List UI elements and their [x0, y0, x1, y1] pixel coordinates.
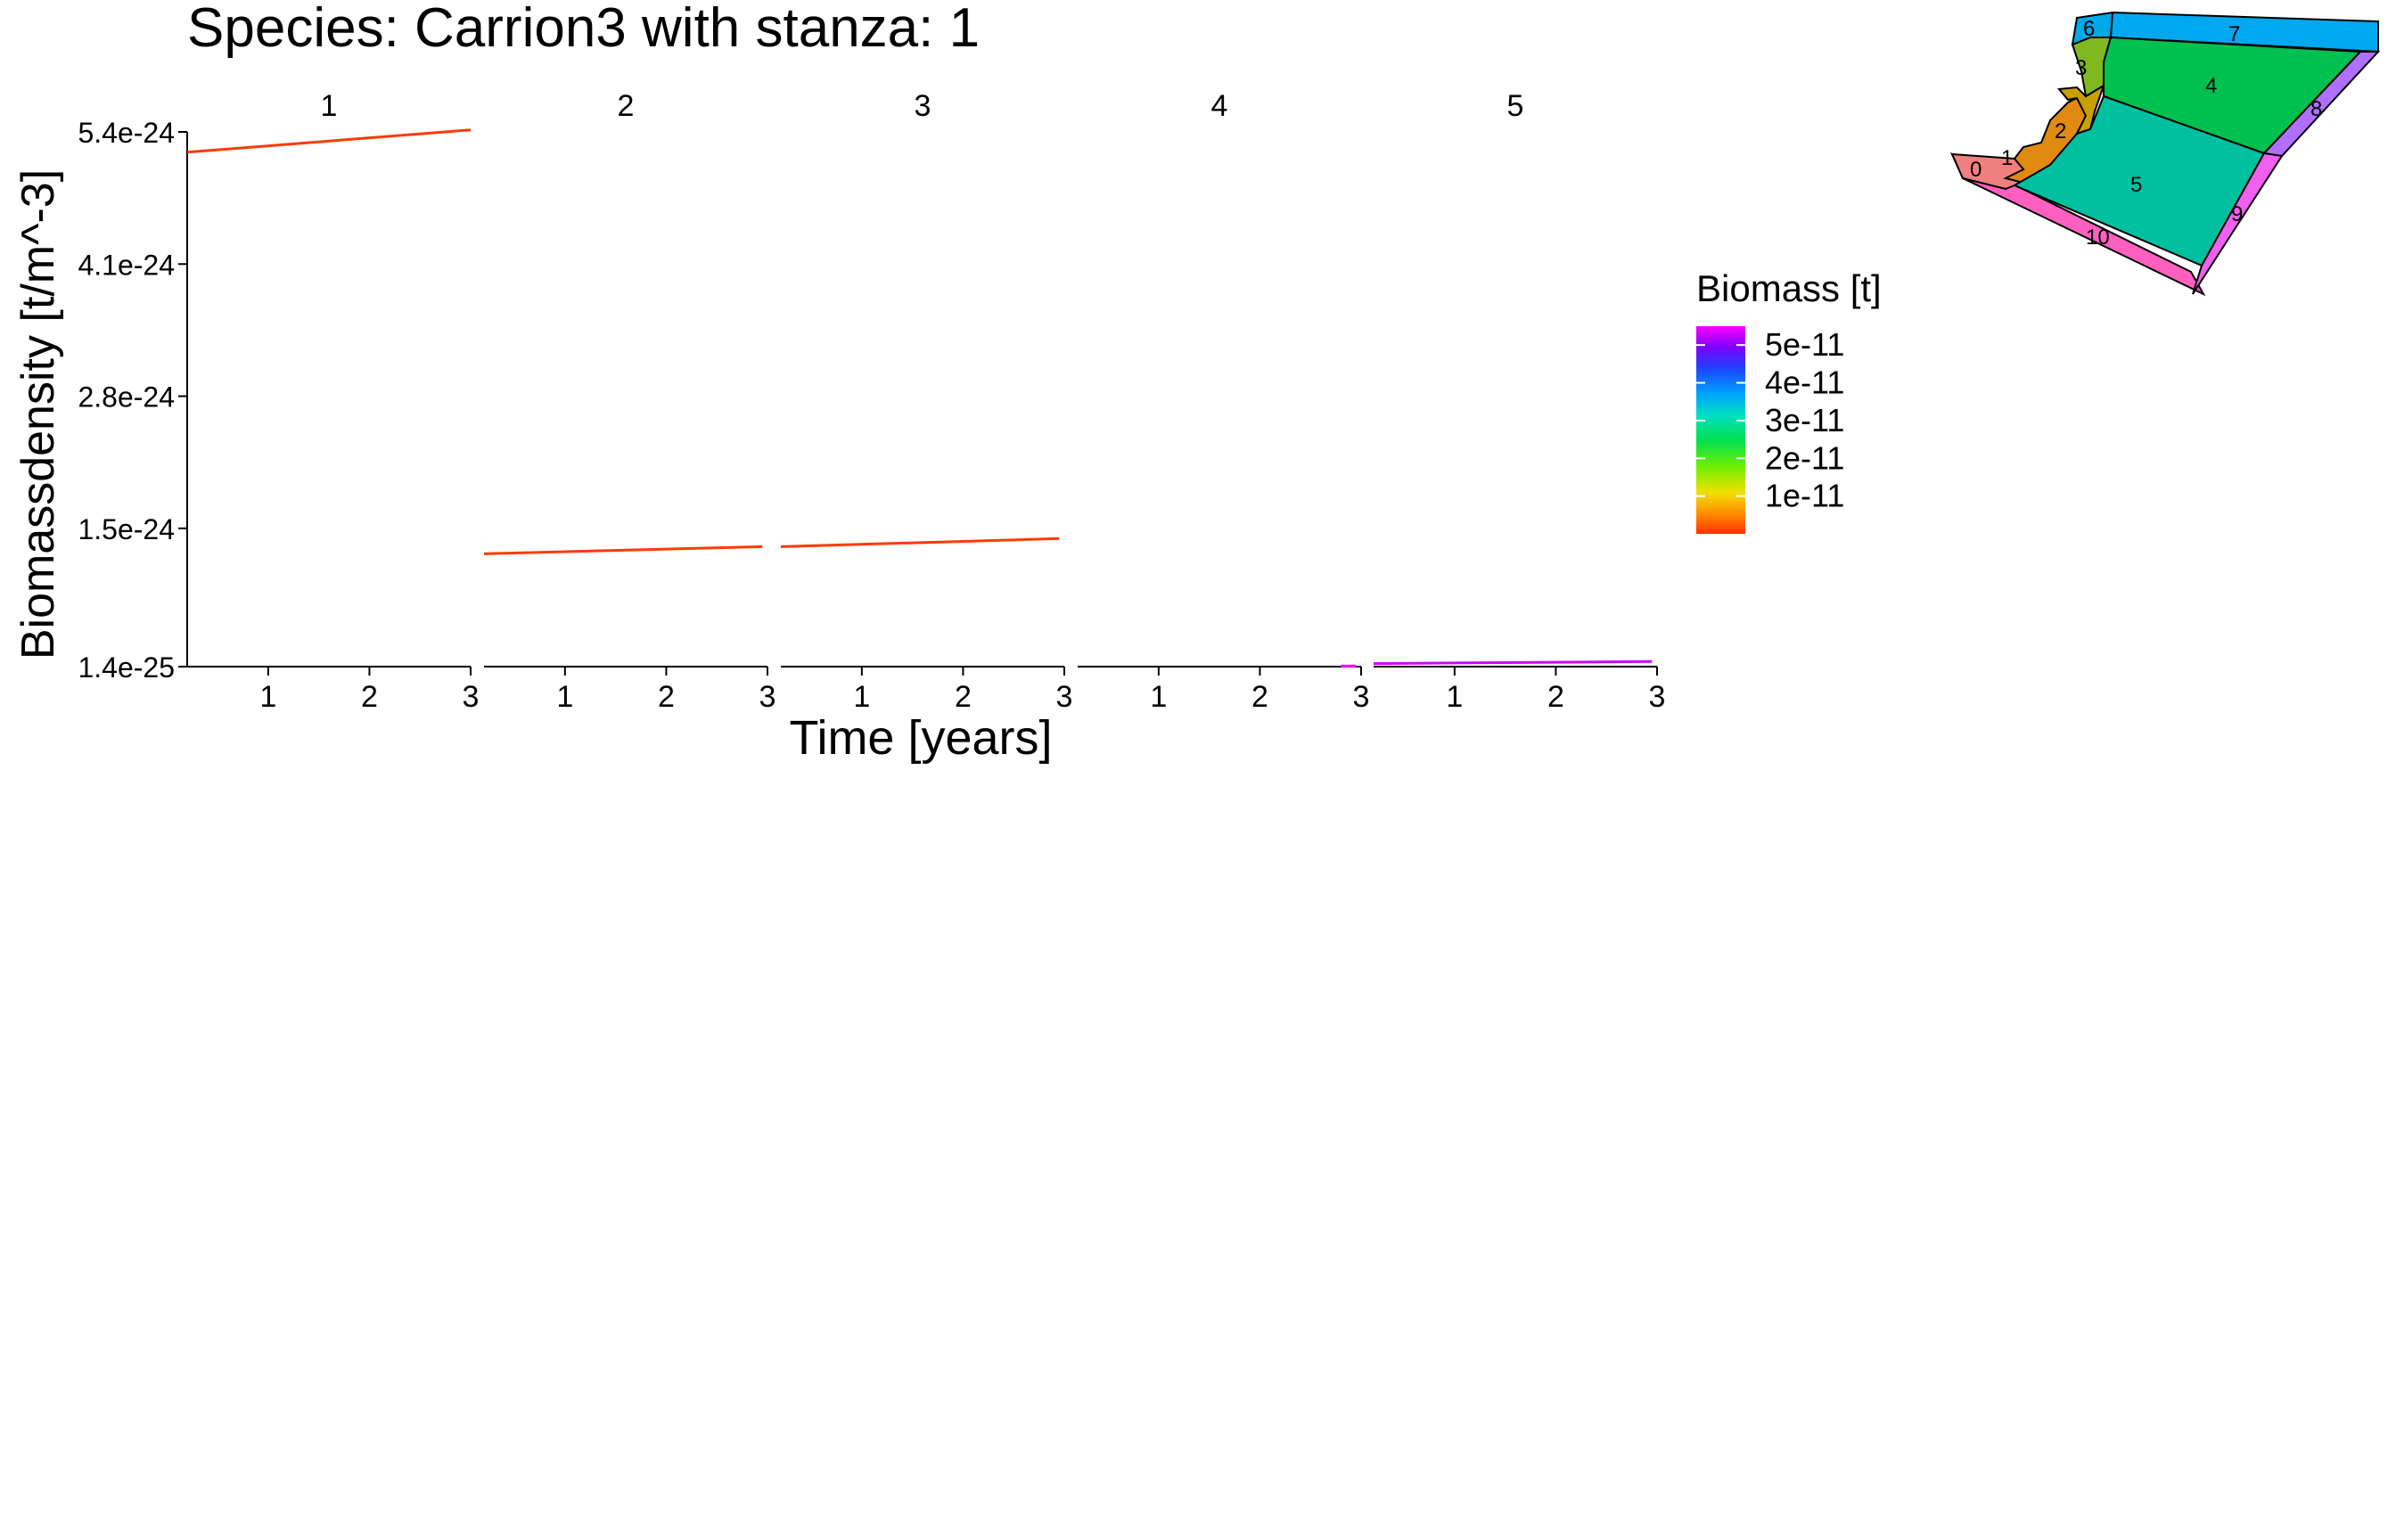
x-tick-label: 1 [853, 680, 870, 714]
facet-panel-2: 2 1 2 3 [483, 89, 776, 714]
series-line-1 [186, 128, 472, 154]
map-label-5: 5 [2130, 173, 2142, 197]
map-label-3: 3 [2075, 56, 2087, 80]
facet-panel-4: 4 1 2 3 [1078, 89, 1369, 714]
series-line-3 [780, 537, 1060, 548]
y-tick-label: 1.4e-25 [78, 651, 175, 684]
map-label-0: 0 [1970, 158, 1982, 182]
map-label-7: 7 [2228, 22, 2240, 46]
map-region-9 [2192, 152, 2284, 295]
map-label-4: 4 [2205, 74, 2217, 98]
facet-strip-label: 3 [915, 89, 931, 123]
legend-title: Biomass [t] [1696, 267, 1882, 309]
series-line-2 [483, 545, 763, 555]
x-tick-label: 1 [259, 680, 276, 714]
map-region-6 [2071, 11, 2113, 46]
chart-title: Species: Carrion3 with stanza: 1 [187, 0, 980, 59]
facet-strip-label: 4 [1211, 89, 1228, 123]
x-tick-label: 2 [955, 680, 972, 714]
y-tick-label: 1.5e-24 [78, 513, 175, 545]
legend-tick-label: 2e-11 [1765, 439, 1844, 476]
series-line-5 [1373, 659, 1653, 666]
x-tick-label: 3 [1056, 680, 1073, 714]
x-tick-label: 3 [1353, 680, 1370, 714]
map-label-1: 1 [2001, 146, 2013, 170]
facet-strip-label: 1 [321, 89, 338, 123]
map-label-8: 8 [2310, 97, 2322, 121]
y-tick-label: 5.4e-24 [78, 117, 175, 149]
x-tick-label: 3 [759, 680, 776, 714]
facet-strip-label: 5 [1507, 89, 1524, 123]
y-axis-label: Biomassdensity [t/m^-3] [12, 169, 64, 659]
facet-panel-5: 5 1 2 3 [1373, 89, 1666, 714]
x-tick-label: 1 [556, 680, 573, 714]
inset-map: 0 1 2 3 4 5 6 7 8 9 10 [1949, 11, 2381, 297]
legend-colorbar [1696, 326, 1745, 534]
x-tick-label: 2 [361, 680, 378, 714]
x-tick-label: 3 [463, 680, 480, 714]
map-label-10: 10 [2086, 225, 2110, 250]
map-label-2: 2 [2055, 119, 2066, 143]
facet-strip-label: 2 [618, 89, 635, 123]
legend-tick-label: 4e-11 [1765, 365, 1844, 401]
x-tick-label: 1 [1446, 680, 1463, 714]
facet-panel-3: 3 1 2 3 [780, 89, 1073, 714]
x-tick-label: 2 [1251, 680, 1268, 714]
facet-panel-1: 1 1 2 3 [186, 89, 480, 714]
y-tick-label: 4.1e-24 [78, 249, 175, 281]
x-tick-label: 2 [658, 680, 675, 714]
x-tick-label: 2 [1547, 680, 1564, 714]
legend-tick-label: 1e-11 [1765, 478, 1844, 514]
map-label-9: 9 [2231, 202, 2243, 226]
map-label-6: 6 [2083, 17, 2095, 41]
x-axis-label: Time [years] [789, 711, 1052, 765]
x-tick-label: 1 [1150, 680, 1167, 714]
legend-tick-label: 5e-11 [1765, 326, 1844, 363]
y-tick-label: 2.8e-24 [78, 381, 175, 414]
x-tick-label: 3 [1649, 680, 1666, 714]
legend-tick-label: 3e-11 [1765, 402, 1844, 438]
